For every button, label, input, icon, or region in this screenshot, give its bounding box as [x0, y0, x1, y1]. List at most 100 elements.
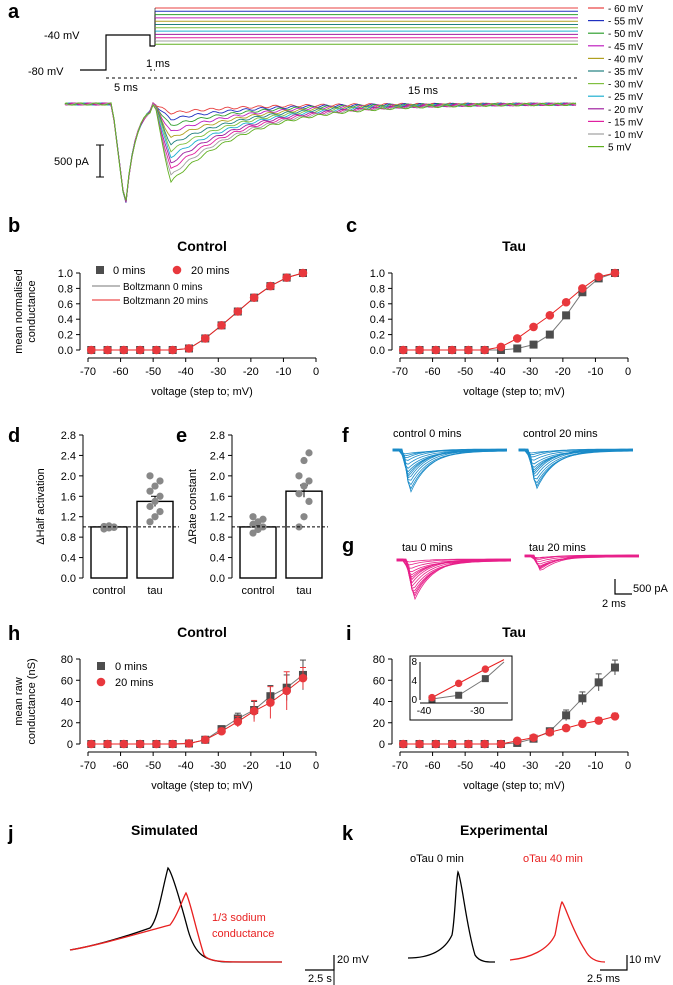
- chart-b-xlabel: voltage (step to; mV): [151, 386, 253, 398]
- current-trace-8: [64, 101, 577, 203]
- chart-b-xtick-label: -20: [243, 366, 259, 378]
- chart-b-xtick-label: -40: [178, 366, 194, 378]
- chart-c-point-20mins: [594, 272, 603, 282]
- current-trace-11: [64, 102, 577, 201]
- chart-e-ytick-label: 0.8: [210, 532, 225, 544]
- current-trace-4: [65, 102, 577, 201]
- current-trace-7: [64, 102, 577, 203]
- chart-b-ytick-label: 0.2: [58, 330, 73, 342]
- chart-e-dot: [300, 482, 308, 490]
- chart-b-xtick-label: -50: [145, 366, 161, 378]
- panel-label-a: a: [8, 1, 20, 23]
- chart-i-xtick-label: -30: [522, 760, 538, 772]
- chart-c-point-20mins: [512, 334, 522, 343]
- sim-trace-red: [69, 891, 283, 963]
- chart-d-ytick-label: 2.0: [61, 471, 76, 483]
- inset-point-20mins: [481, 665, 490, 673]
- chart-i-point-20mins: [545, 728, 555, 737]
- exp-trace-red: [509, 900, 606, 963]
- chart-d-xtick-label: tau: [147, 585, 162, 597]
- chart-h-point-20mins: [184, 739, 194, 748]
- step-legend-label-0: - 60 mV: [608, 4, 643, 15]
- chart-h-title: Control: [177, 624, 227, 640]
- panel-label-c: c: [346, 215, 357, 237]
- chart-e-xtick-label: tau: [296, 585, 311, 597]
- current-trace-1: [64, 102, 577, 203]
- chart-i-point-20mins: [398, 739, 408, 749]
- chart-i-point-0mins: [610, 663, 619, 672]
- chart-h-point-20mins: [103, 739, 112, 749]
- chart-b-point-20mins: [298, 268, 308, 278]
- k-title: Experimental: [460, 822, 548, 838]
- five-ms-label: 5 ms: [114, 82, 138, 94]
- step-legend-label-5: - 35 mV: [608, 67, 643, 78]
- chart-d-dot: [151, 497, 159, 505]
- legend-b-boltz20-label: Boltzmann 20 mins: [123, 296, 208, 307]
- hold-minus80-label: -80 mV: [28, 66, 64, 78]
- step-legend-label-11: 5 mV: [608, 143, 632, 154]
- chart-b-point-20mins: [249, 293, 259, 302]
- chart-h-xtick-label: -10: [275, 760, 291, 772]
- chart-d-bar-tau: [136, 500, 174, 579]
- chart-h-xtick-label: -20: [243, 760, 259, 772]
- step-legend-label-9: - 15 mV: [608, 117, 643, 128]
- chart-h-xtick-label: 0: [313, 760, 319, 772]
- f-control0-trace-10: [392, 449, 507, 481]
- one-ms-label: 1 ms: [146, 58, 170, 70]
- chart-h-ytick-label: 40: [61, 697, 73, 709]
- current-trace-6: [64, 102, 577, 203]
- chart-b-ytick-label: 0.0: [58, 345, 73, 357]
- chart-d-dot: [151, 513, 159, 521]
- panel-label-g: g: [342, 535, 354, 557]
- panel-label-b: b: [8, 215, 20, 237]
- panel-label-j: j: [7, 823, 14, 845]
- chart-d-bar-control: [90, 526, 128, 579]
- chart-d: 0.0 0.4 0.8 1.2 1.6 2.0 2.4 2.8 ΔHalf activation…: [35, 430, 179, 597]
- chart-i-ytick-label: 80: [373, 654, 385, 666]
- chart-b-ytick-label: 0.8: [58, 283, 73, 295]
- chart-b-point-20mins: [135, 345, 145, 355]
- current-trace-9: [64, 101, 577, 202]
- chart-h-point-20mins: [217, 726, 226, 736]
- chart-c-point-20mins: [496, 342, 506, 352]
- inset-frame: [409, 655, 513, 721]
- chart-c-ytick-label: 0.4: [370, 314, 385, 326]
- chart-i-ytick-label: 0: [379, 739, 385, 751]
- step-legend-label-10: - 10 mV: [608, 130, 643, 141]
- chart-e-ytick-label: 2.8: [210, 430, 225, 442]
- scale-500pA-label: 500 pA: [54, 156, 90, 168]
- chart-h-xtick-label: -50: [145, 760, 161, 772]
- chart-e-ytick-label: 2.4: [210, 450, 225, 462]
- simulated-traces: [69, 866, 283, 963]
- chart-c-ytick-label: 0.2: [370, 330, 385, 342]
- f-control0-trace-13: [392, 449, 507, 493]
- inset-ytick-label: 8: [411, 657, 417, 668]
- chart-h-ytick-label: 0: [67, 739, 73, 751]
- k-otau0-label: oTau 0 min: [410, 853, 464, 865]
- chart-c-xtick-label: -10: [587, 366, 603, 378]
- chart-b-xtick-label: -30: [210, 366, 226, 378]
- exp-trace-black: [407, 870, 496, 963]
- chart-d-xtick-label: control: [92, 585, 125, 597]
- legend-b-0mins-marker: [96, 266, 104, 274]
- chart-i-point-20mins: [561, 723, 571, 733]
- chart-b-xtick-label: -60: [113, 366, 129, 378]
- chart-b-ytick-label: 0.6: [58, 299, 73, 311]
- chart-b-ylabel: mean normalised: [13, 269, 25, 353]
- inset-point-20mins: [454, 679, 463, 688]
- chart-d-ytick-label: 1.6: [61, 491, 76, 503]
- step-legend-label-7: - 25 mV: [608, 92, 643, 103]
- legend-h-20mins-label: 20 mins: [115, 677, 154, 689]
- legend-b-0mins-label: 0 mins: [113, 265, 146, 277]
- g-tau20-label: tau 20 mins: [529, 542, 586, 554]
- chart-c-point-0mins: [562, 311, 571, 320]
- chart-c-ytick-label: 1.0: [370, 268, 385, 280]
- step-legend-label-1: - 55 mV: [608, 17, 643, 28]
- protocol-diagram: -40 mV -80 mV 1 ms 5 ms 15 ms - 60 mV - 5…: [28, 4, 643, 154]
- inset-point-0mins: [481, 675, 489, 683]
- chart-h: Control -70 -60 -50 -40 -30 -20 -10 0 0 20 40 60 80 vo…: [13, 624, 319, 792]
- j-annot-1: 1/3 sodium: [212, 912, 266, 924]
- chart-c-point-20mins: [398, 345, 408, 355]
- current-trace-3: [64, 102, 577, 202]
